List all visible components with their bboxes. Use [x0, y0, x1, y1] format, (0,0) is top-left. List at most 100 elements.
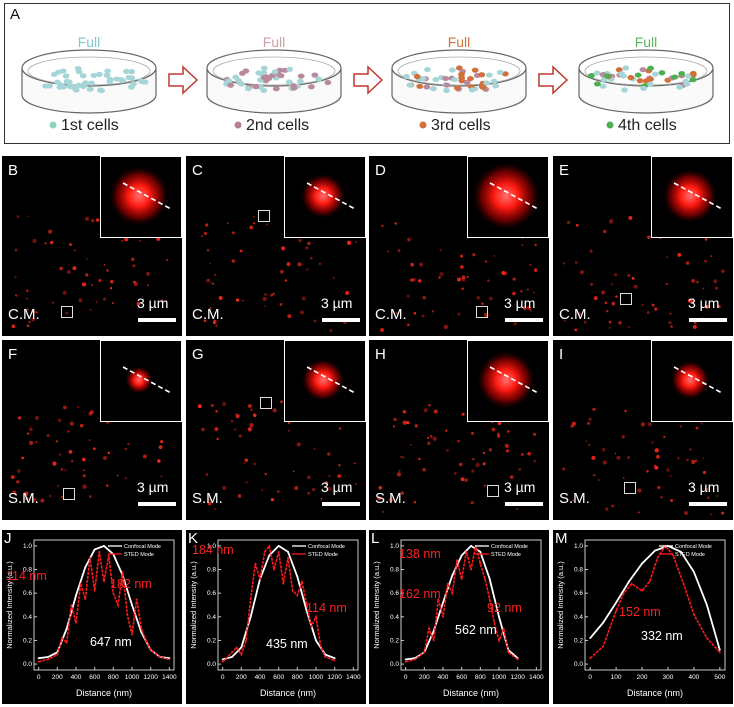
fwhm-annotation: 184 nm	[192, 543, 234, 557]
cell-dot	[423, 84, 431, 90]
spot-zoom	[125, 366, 153, 394]
fwhm-annotation: 162 nm	[399, 587, 441, 601]
data-point	[628, 580, 630, 583]
legend-entry: STED Mode	[675, 552, 705, 558]
x-tick-label: 800	[292, 674, 303, 681]
data-point	[121, 571, 124, 573]
x-tick-label: 600	[273, 674, 284, 681]
x-tick-label: 1000	[309, 674, 324, 681]
panel-label-a: A	[10, 6, 21, 23]
data-point	[456, 559, 458, 561]
data-point	[479, 562, 482, 565]
x-tick-label: 1400	[529, 674, 544, 681]
data-point	[301, 580, 303, 583]
data-point	[498, 615, 500, 618]
cell-dot	[424, 66, 431, 73]
line-profile-marker	[122, 182, 172, 210]
data-point	[484, 578, 486, 580]
cell-dot	[59, 68, 67, 74]
cell-dot	[651, 71, 659, 77]
data-point	[254, 562, 257, 565]
x-tick-label: 1400	[162, 674, 177, 681]
panel-label: H	[375, 346, 386, 363]
panel-label: G	[192, 346, 204, 363]
data-point	[502, 627, 505, 630]
data-point	[470, 568, 472, 571]
cell-dot	[90, 72, 98, 79]
full-label: Full	[78, 34, 101, 50]
cell-dot	[684, 73, 692, 79]
x-axis-label: Distance (nm)	[443, 688, 499, 698]
x-tick-label: 1000	[125, 674, 140, 681]
cell-dot	[647, 81, 654, 87]
panel-label: E	[559, 162, 570, 179]
cell-dot	[272, 86, 280, 92]
zoom-inset	[100, 156, 182, 238]
line-profile-chart-l: 0 200 400 600 800 1000 1200 1400 0.0 0.2 0.4 0.6 0.8…	[369, 530, 549, 704]
cell-dot	[451, 77, 459, 83]
petri-dish-3: Full 3rd cells	[391, 34, 527, 134]
line-profile-chart-k: 0 200 400 600 800 1000 1200 1400 0.0 0.2 0.4 0.6 0.8…	[186, 530, 366, 704]
x-axis-label: Distance (nm)	[260, 688, 316, 698]
y-tick-label: 0.0	[574, 661, 583, 668]
scale-bar	[505, 502, 543, 506]
data-point	[465, 550, 468, 553]
cell-dot	[634, 72, 642, 78]
line-profile-marker	[306, 182, 356, 210]
cell-dot	[238, 81, 245, 87]
cells-legend-dot	[419, 121, 427, 129]
line-profile-marker	[306, 366, 356, 394]
data-point	[84, 566, 87, 569]
data-point	[310, 625, 313, 628]
y-tick-label: 0.4	[574, 614, 583, 621]
cell-dot	[622, 65, 630, 71]
data-point	[93, 548, 96, 551]
cell-dot	[72, 87, 80, 93]
cell-dot	[689, 70, 697, 77]
cell-dot	[252, 84, 260, 90]
cell-dot	[227, 82, 235, 88]
data-point	[221, 658, 224, 661]
y-tick-label: 1.0	[207, 543, 216, 550]
data-point	[291, 589, 294, 592]
spot-zoom	[471, 161, 541, 231]
x-tick-label: 0	[404, 674, 408, 681]
zoom-inset	[651, 156, 733, 238]
cell-dot	[443, 82, 451, 88]
y-tick-label: 1.0	[23, 543, 32, 550]
data-point	[245, 639, 247, 642]
data-point	[70, 604, 73, 606]
cell-dot	[593, 70, 601, 76]
cell-dot	[104, 68, 112, 74]
series-line-sted	[589, 544, 721, 659]
x-tick-label: 600	[456, 674, 467, 681]
x-tick-label: 0	[588, 674, 592, 681]
x-tick-label: 0	[221, 674, 225, 681]
data-point	[516, 658, 519, 661]
y-tick-label: 0.6	[574, 590, 583, 597]
cell-dot	[689, 77, 697, 83]
cell-dot	[106, 76, 114, 83]
imaging-mode-label: C.M.	[559, 306, 591, 323]
region-of-interest-box	[258, 210, 270, 222]
cell-dot	[271, 69, 279, 75]
spot-zoom	[300, 173, 346, 219]
data-point	[446, 582, 449, 585]
cell-dot	[311, 72, 319, 78]
panel-label: D	[375, 162, 386, 179]
line-profile-chart-j: 0 200 400 600 800 1000 1200 1400 0.0 0.2 0.4 0.6 0.8…	[2, 530, 182, 704]
imaging-mode-label: S.M.	[559, 490, 590, 507]
cell-dot	[479, 84, 487, 90]
data-point	[268, 554, 271, 557]
data-point	[65, 641, 68, 644]
data-point	[705, 637, 708, 639]
fwhm-annotation: 92 nm	[487, 601, 522, 615]
data-point	[423, 651, 426, 654]
x-tick-label: 1200	[327, 674, 342, 681]
line-profile-marker	[489, 366, 539, 394]
y-tick-label: 0.8	[207, 567, 216, 574]
data-point	[589, 657, 592, 660]
data-point	[79, 582, 82, 585]
data-point	[432, 639, 435, 642]
